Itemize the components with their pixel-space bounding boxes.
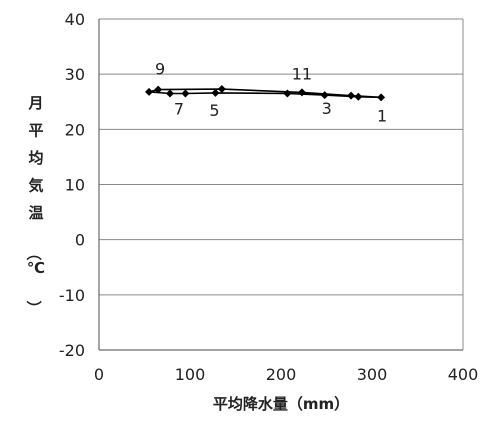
x-tick-label: 100 [175, 365, 206, 384]
data-point-month-4 [283, 89, 292, 98]
axis-titles: 平均降水量（mm） 月平均気温（℃） [24, 94, 349, 413]
data-point-month-1 [377, 93, 386, 102]
point-labels: 9 7 5 11 3 1 [155, 60, 387, 126]
x-tick-label: 200 [266, 365, 297, 384]
data-point-month-8 [145, 87, 154, 96]
y-tick-label: 10 [65, 176, 85, 195]
series [145, 85, 386, 102]
y-tick-label: -20 [59, 341, 85, 360]
x-tick-labels: 0 100 200 300 400 [94, 365, 478, 384]
data-point-month-5 [211, 88, 220, 97]
x-tick-label: 0 [94, 365, 104, 384]
data-point-month-12 [347, 91, 356, 100]
point-label-month-11: 11 [292, 64, 312, 83]
data-point-month-7 [165, 89, 174, 98]
data-point-month-3 [320, 91, 329, 100]
y-axis-title: 月平均気温（℃） [24, 94, 45, 316]
axes [98, 19, 463, 351]
point-label-month-7: 7 [174, 99, 184, 118]
x-axis-title: 平均降水量（mm） [213, 395, 349, 413]
point-label-month-1: 1 [377, 106, 387, 125]
data-point-month-6 [181, 89, 190, 98]
point-label-month-3: 3 [322, 99, 332, 118]
data-point-month-11 [297, 88, 306, 97]
y-tick-label: 40 [65, 10, 85, 29]
point-label-month-9: 9 [155, 60, 165, 79]
y-tick-label: -10 [59, 286, 85, 305]
point-label-month-5: 5 [209, 101, 219, 120]
x-tick-label: 300 [357, 365, 388, 384]
data-point-month-2 [354, 92, 363, 101]
x-tick-label: 400 [448, 365, 479, 384]
y-tick-label: 0 [75, 231, 85, 250]
data-point-month-9 [154, 85, 163, 94]
y-tick-label: 20 [65, 120, 85, 139]
data-point-month-10 [217, 85, 226, 94]
y-tick-label: 30 [65, 65, 85, 84]
grid-lines [99, 18, 464, 351]
y-tick-labels: -20 -10 0 10 20 30 40 [59, 10, 85, 360]
